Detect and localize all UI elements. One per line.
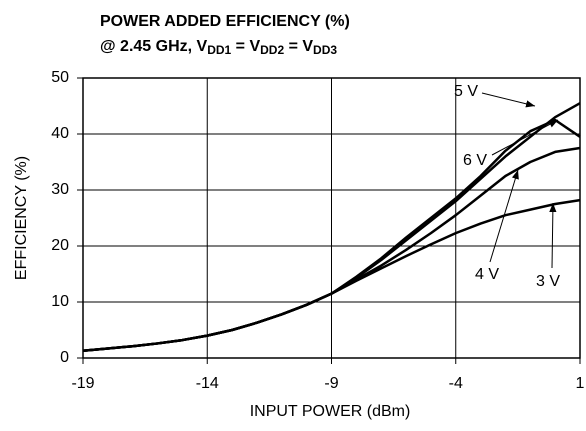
y-tick-label: 40 [51, 125, 69, 142]
subscript: DD2 [260, 43, 284, 57]
subtitle-part: = V [231, 38, 260, 55]
x-tick-label: -4 [449, 375, 463, 392]
subtitle-part: = V [284, 38, 313, 55]
callout-arrow [489, 169, 519, 263]
x-tick-label: -19 [71, 375, 94, 392]
callout-arrow [481, 92, 536, 108]
chart-subtitle: @ 2.45 GHz, VDD1 = VDD2 = VDD3 [100, 38, 337, 57]
callout-arrow [549, 202, 557, 269]
series-label: 6 V [463, 152, 487, 169]
x-tick-label: -9 [324, 375, 338, 392]
x-axis-label: INPUT POWER (dBm) [250, 403, 411, 420]
subscript: DD1 [207, 43, 231, 57]
y-axis-label: EFFICIENCY (%) [13, 156, 30, 280]
subscript: DD3 [313, 43, 337, 57]
subtitle-part: @ 2.45 GHz, V [100, 38, 208, 55]
series-label: 4 V [475, 266, 499, 283]
y-tick-label: 50 [51, 69, 69, 86]
x-tick-label: 1 [576, 375, 585, 392]
series-label: 5 V [454, 83, 478, 100]
chart-title: POWER ADDED EFFICIENCY (%) [100, 13, 350, 30]
plot-frame [82, 77, 581, 359]
y-tick-label: 20 [51, 237, 69, 254]
x-tick-label: -14 [196, 375, 219, 392]
y-tick-label: 0 [60, 349, 69, 366]
callout-arrow [491, 119, 559, 156]
y-tick-label: 30 [51, 181, 69, 198]
series-line [82, 118, 581, 352]
series-label: 3 V [536, 273, 560, 290]
y-tick-label: 10 [51, 293, 69, 310]
